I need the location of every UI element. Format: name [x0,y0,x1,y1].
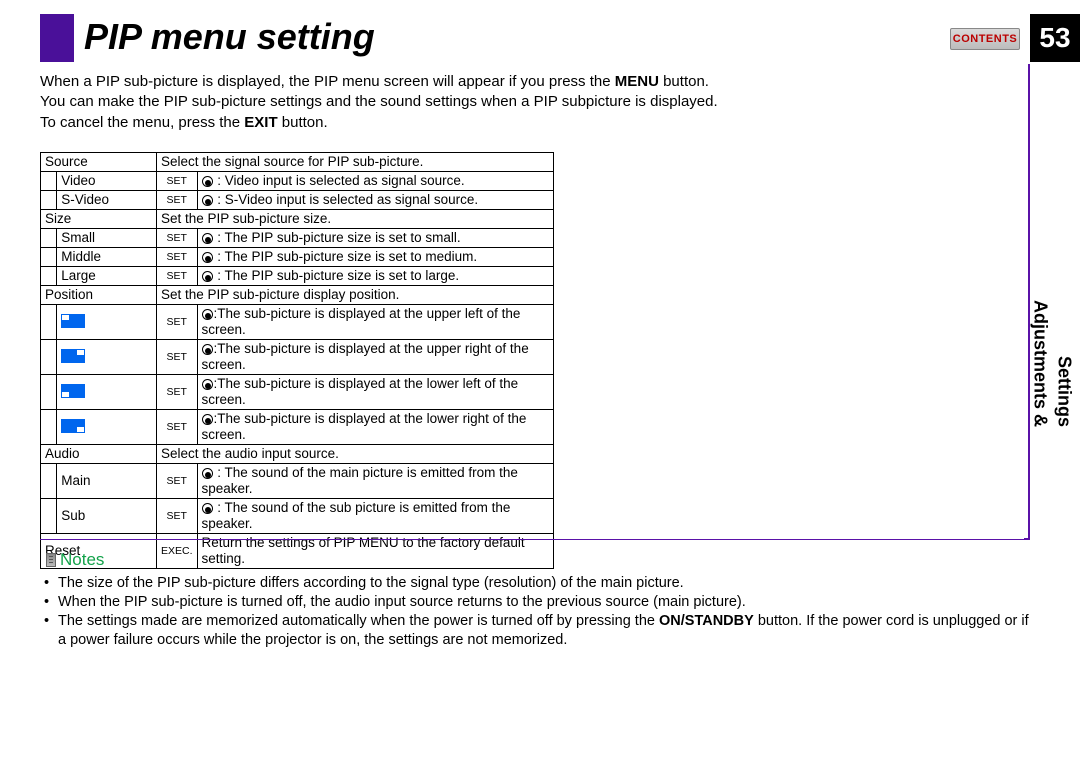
section-tab-line1: Adjustments & [1031,300,1050,427]
note-item: •The settings made are memorized automat… [44,612,1034,650]
notes-icon [46,553,56,567]
note-1: The size of the PIP sub-picture differs … [58,574,684,593]
page-root: 53 CONTENTS PIP menu setting When a PIP … [0,0,1080,764]
section-divider-bottom [40,64,1024,540]
section-tab-line2: Settings [1055,356,1074,427]
note-2: When the PIP sub-picture is turned off, … [58,593,746,612]
section-tab-label: Adjustments & Settings [1028,300,1076,480]
page-title: PIP menu setting [84,16,375,58]
notes-header: Notes [46,550,104,570]
contents-button-label: CONTENTS [953,33,1018,45]
contents-button[interactable]: CONTENTS [950,28,1020,50]
note-item: •When the PIP sub-picture is turned off,… [44,593,1034,612]
page-number: 53 [1030,14,1080,62]
note-item: •The size of the PIP sub-picture differs… [44,574,1034,593]
page-number-text: 53 [1039,22,1070,54]
note-3: The settings made are memorized automati… [58,612,1034,650]
notes-list: •The size of the PIP sub-picture differs… [44,574,1034,649]
left-spine-tab [40,14,74,62]
notes-header-text: Notes [60,550,104,569]
